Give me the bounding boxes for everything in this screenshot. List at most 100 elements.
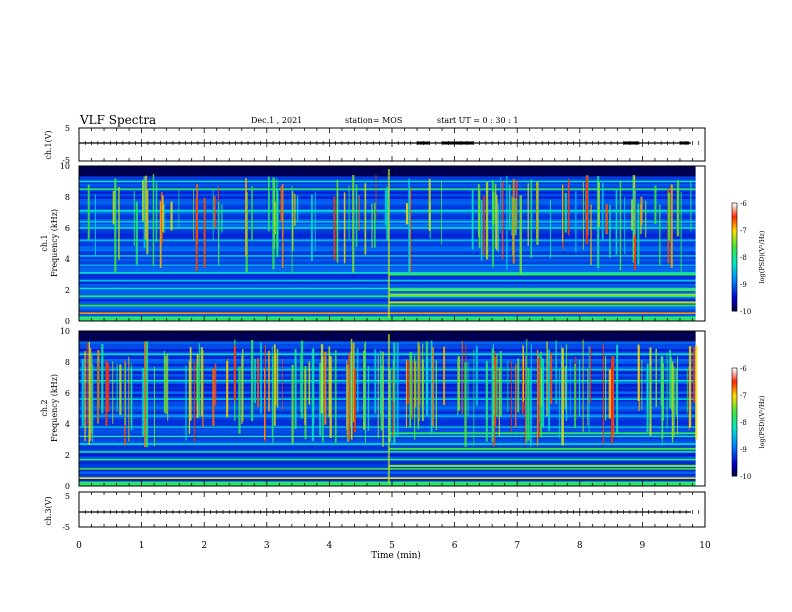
sferic-mark	[670, 357, 672, 411]
colorbar-segment	[732, 391, 737, 394]
colorbar-segment	[732, 436, 737, 439]
spectrogram-bin	[79, 346, 696, 349]
x-tick-label: 10	[699, 541, 711, 551]
sferic-mark	[355, 184, 358, 247]
sferic-mark	[589, 346, 592, 403]
sferic-mark	[162, 195, 164, 232]
sferic-mark	[494, 183, 497, 249]
colorbar-segment	[732, 287, 737, 290]
sferic-mark	[105, 360, 108, 426]
colorbar-segment	[732, 445, 737, 448]
colorbar-segment	[732, 416, 737, 419]
figure-title: VLF Spectra	[79, 113, 156, 127]
sferic-mark	[348, 185, 350, 240]
spectrogram-bin	[79, 171, 696, 174]
sferic-mark	[467, 362, 469, 417]
ch1-spectrogram-image	[79, 166, 696, 322]
colorbar-segment	[732, 404, 737, 407]
colorbar-segment	[732, 452, 737, 455]
sferic-mark	[294, 193, 296, 226]
sferic-mark	[408, 178, 410, 275]
colorbar-tick: -6	[740, 200, 747, 208]
sferic-mark	[569, 359, 571, 415]
sferic-mark	[605, 204, 608, 235]
spectrogram-bin	[79, 258, 696, 262]
sferic-mark	[373, 202, 376, 248]
sferic-mark	[493, 366, 495, 417]
spectrogram-bin	[79, 358, 696, 362]
transition-marker	[387, 169, 390, 318]
sferic-mark	[292, 191, 294, 251]
colorbar-segment	[732, 255, 737, 258]
colorbar-segment	[732, 425, 737, 428]
spectrogram-bin	[79, 478, 696, 482]
colorbar-segment	[732, 293, 737, 296]
sferic-mark	[492, 180, 494, 268]
sferic-mark	[233, 345, 236, 401]
sferic-mark	[430, 340, 433, 435]
colorbar-segment	[732, 204, 737, 208]
sferic-mark	[291, 364, 294, 444]
sferic-mark	[380, 350, 382, 414]
colorbar-segment	[732, 307, 737, 310]
sferic-mark	[143, 176, 146, 249]
colorbar-segment	[732, 422, 737, 425]
x-tick-label: 3	[264, 541, 270, 551]
sferic-mark	[498, 367, 500, 436]
spectrogram-bin	[79, 381, 696, 384]
spectral-line-post	[388, 289, 696, 291]
spectrogram-bin	[79, 421, 696, 424]
sferic-mark	[328, 346, 331, 418]
sferic-mark	[661, 354, 663, 446]
sferic-mark	[667, 192, 671, 241]
colorbar-segment	[732, 470, 737, 473]
sferic-mark	[254, 358, 256, 404]
sferic-mark	[218, 202, 220, 267]
ch1-ytick-10: 10	[60, 162, 70, 171]
sferic-mark	[609, 204, 611, 258]
sferic-mark	[608, 369, 611, 419]
colorbar-segment	[732, 221, 737, 224]
sferic-mark	[91, 355, 93, 434]
sferic-mark	[281, 357, 283, 411]
sferic-mark	[582, 181, 584, 250]
sferic-mark	[507, 360, 509, 413]
colorbar-segment	[732, 441, 737, 445]
colorbar-segment	[732, 239, 737, 242]
sferic-mark	[221, 204, 223, 233]
colorbar-segment	[732, 305, 737, 308]
spectral-line	[79, 458, 696, 461]
spectrogram-bin	[79, 331, 696, 334]
sferic-mark	[377, 354, 379, 439]
sferic-mark	[212, 189, 214, 240]
colorbar-segment	[732, 212, 737, 215]
colorbar-segment	[732, 253, 737, 256]
sferic-mark	[654, 185, 657, 224]
colorbar-segment	[732, 302, 737, 305]
sferic-mark	[675, 368, 678, 415]
colorbar-segment	[732, 375, 737, 378]
spectrogram-bin	[79, 468, 696, 472]
colorbar-segment	[732, 267, 737, 271]
sferic-mark	[602, 343, 604, 446]
spectral-line	[79, 368, 696, 371]
sferic-mark	[443, 346, 446, 406]
sferic-mark	[686, 368, 688, 414]
sferic-mark	[692, 347, 695, 403]
spectral-line	[79, 295, 696, 297]
spectral-line	[79, 264, 696, 266]
colorbar-segment	[732, 271, 737, 274]
sferic-mark	[549, 199, 551, 259]
spectral-line	[79, 435, 696, 438]
sferic-mark	[86, 342, 88, 427]
sferic-mark	[336, 179, 339, 263]
ch3-waveform-ylabel: ch.3(V)	[44, 496, 53, 525]
spectrogram-bin	[79, 448, 696, 452]
sferic-mark	[616, 344, 619, 433]
spectrogram-bin	[79, 281, 696, 284]
colorbar-segment	[732, 405, 737, 409]
sferic-mark	[562, 185, 563, 242]
sferic-mark	[494, 357, 497, 427]
sferic-mark	[128, 356, 130, 442]
spectral-line	[79, 272, 696, 274]
